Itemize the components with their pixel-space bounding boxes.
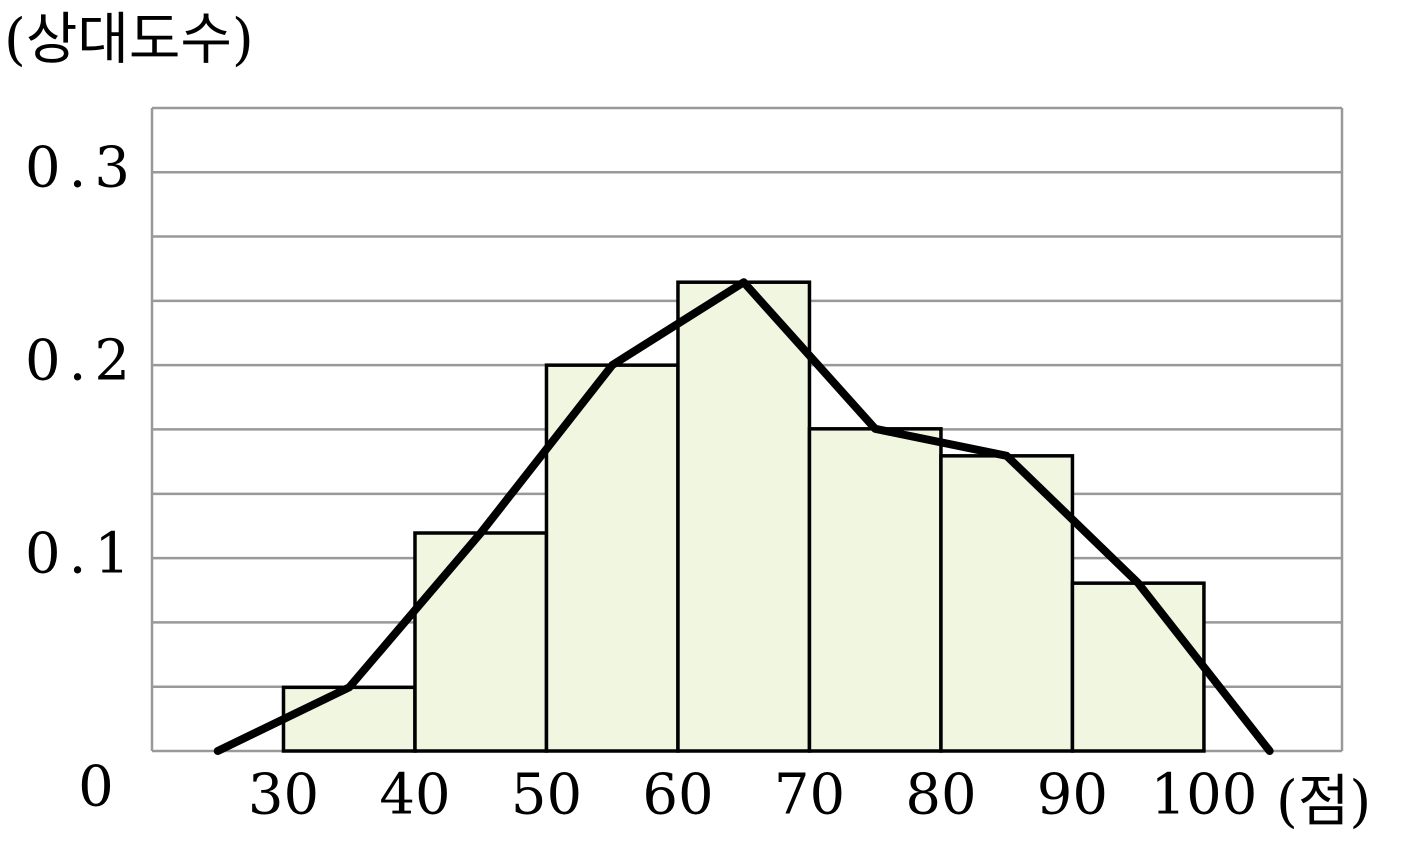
y-tick-label: 0.2 — [25, 329, 138, 394]
x-tick-label: 100 — [1150, 763, 1257, 828]
y-axis-label: (상대도수) — [4, 8, 254, 73]
x-tick-label: 50 — [511, 763, 582, 828]
x-tick-label: 70 — [774, 763, 845, 828]
y-tick-label: 0 — [78, 755, 122, 820]
bar — [1070, 581, 1206, 753]
bar — [676, 280, 812, 753]
bar — [807, 427, 943, 753]
x-tick-label: 60 — [642, 763, 713, 828]
x-tick-label: 30 — [248, 763, 319, 828]
bar — [413, 531, 549, 753]
bar — [281, 685, 417, 753]
x-tick-label: 80 — [905, 763, 976, 828]
frequency-polygon — [213, 278, 1274, 755]
x-tick-label: 40 — [379, 763, 450, 828]
y-tick-label: 0.3 — [25, 136, 138, 201]
x-axis-label: (점) — [1276, 770, 1371, 835]
bar — [939, 454, 1075, 753]
x-tick-label: 90 — [1037, 763, 1108, 828]
y-tick-label: 0.1 — [25, 522, 138, 587]
